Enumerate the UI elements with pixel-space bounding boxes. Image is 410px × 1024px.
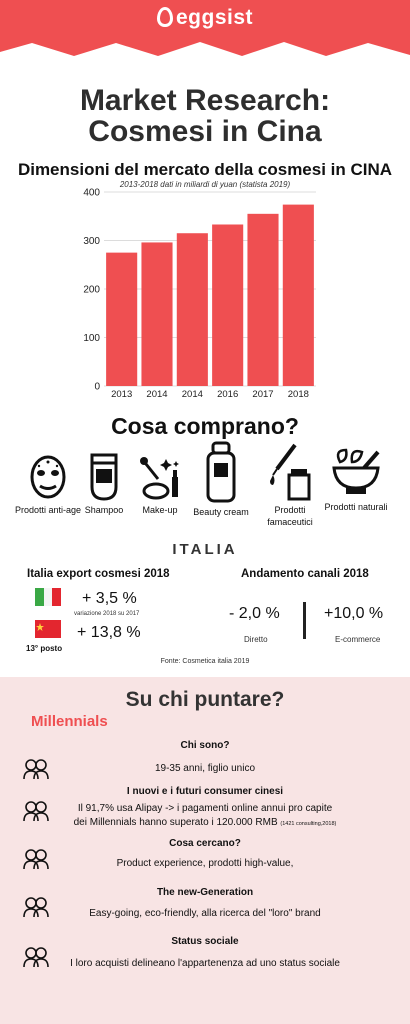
couple-person-icon bbox=[23, 759, 49, 780]
buy-item-label: Prodotti famaceutici bbox=[267, 505, 313, 527]
question-new-generation: The new-Generation bbox=[156, 887, 254, 898]
question-status-sociale: Status sociale bbox=[171, 936, 239, 947]
answer-alipay: Il 91,7% usa Alipay -> i pagamenti onlin… bbox=[0, 802, 410, 831]
bar bbox=[282, 204, 314, 386]
x-tick-label: 2014 bbox=[146, 389, 167, 400]
export-italy-value: + 3,5 % bbox=[82, 590, 137, 607]
answer-status-sociale: I loro acquisti delineano l'appartenenza… bbox=[70, 958, 340, 969]
x-tick-label: 2014 bbox=[182, 389, 203, 400]
answer-cosa-cercano: Product experience, prodotti high-value, bbox=[116, 858, 294, 869]
x-tick-label: 2016 bbox=[217, 389, 238, 400]
shampoo-tube-icon bbox=[90, 453, 118, 501]
answer-alipay-line-1: Il 91,7% usa Alipay -> i pagamenti onlin… bbox=[77, 803, 333, 814]
china-flag-icon bbox=[35, 620, 61, 638]
question-cosa-cercano: Cosa cercano? bbox=[169, 838, 241, 849]
brand-logo: eggsist bbox=[0, 6, 410, 30]
couple-person-icon bbox=[23, 897, 49, 918]
question-chi-sono: Chi sono? bbox=[180, 740, 230, 751]
header-banner: eggsist bbox=[0, 0, 410, 62]
channels-divider bbox=[303, 602, 306, 639]
market-size-bar-chart: 0 100 200 300 400 2013 2014 2014 2016 2017 2018 bbox=[83, 188, 316, 400]
x-tick-label: 2017 bbox=[252, 389, 273, 400]
channel-ecommerce-value: +10,0 % bbox=[324, 605, 384, 622]
buy-item-shampoo: Shampoo bbox=[69, 453, 139, 516]
buy-item-makeup: Make-up bbox=[125, 453, 195, 516]
channel-ecommerce-label: E-commerce bbox=[335, 635, 381, 644]
y-tick-label: 200 bbox=[83, 285, 100, 296]
brand-name: eggsist bbox=[175, 6, 254, 29]
bar bbox=[212, 224, 244, 386]
egg-logo-icon bbox=[156, 7, 173, 27]
x-tick-label: 2013 bbox=[111, 389, 132, 400]
chart-subtitle: 2013-2018 dati in miliardi di yuan (stat… bbox=[119, 180, 291, 189]
target-section bbox=[0, 677, 410, 1024]
buy-item-label: Make-up bbox=[142, 505, 178, 515]
buy-item-label: Beauty cream bbox=[193, 507, 249, 517]
channels-title: Andamento canali 2018 bbox=[241, 568, 369, 580]
answer-alipay-line-2: dei Millennials hanno superato i 120.000… bbox=[0, 816, 410, 831]
answer-alipay-text: dei Millennials hanno superato i 120.000… bbox=[73, 817, 278, 828]
y-tick-label: 400 bbox=[83, 188, 100, 199]
export-italy-note: variazione 2018 su 2017 bbox=[74, 611, 140, 617]
china-rank: 13° posto bbox=[26, 644, 63, 653]
italy-flag-icon bbox=[35, 588, 61, 606]
face-mask-icon bbox=[30, 455, 66, 499]
italia-heading: ITALIA bbox=[172, 541, 238, 558]
answer-chi-sono: 19-35 anni, figlio unico bbox=[154, 763, 256, 774]
title-line-2: Cosmesi in Cina bbox=[88, 115, 322, 148]
bar bbox=[247, 213, 279, 386]
buy-item-natural: Prodotti naturali bbox=[321, 446, 391, 513]
buy-item-anti-age: Prodotti anti-age bbox=[13, 453, 83, 516]
bar bbox=[141, 242, 173, 386]
answer-alipay-cite: (1421 consulting,2018) bbox=[280, 821, 337, 827]
x-tick-label: 2018 bbox=[288, 389, 309, 400]
bar bbox=[176, 233, 208, 386]
channel-direct-value: - 2,0 % bbox=[229, 605, 280, 622]
buy-item-beauty-cream: Beauty cream bbox=[186, 441, 256, 518]
buy-item-label: Shampoo bbox=[84, 505, 124, 515]
source-note: Fonte: Cosmetica italia 2019 bbox=[160, 658, 250, 665]
chart-title: Dimensioni del mercato della cosmesi in … bbox=[17, 160, 393, 179]
mortar-icon bbox=[332, 448, 380, 494]
channel-direct-label: Diretto bbox=[244, 635, 268, 644]
buy-section-title: Cosa comprano? bbox=[111, 413, 299, 439]
couple-person-icon bbox=[23, 947, 49, 968]
buy-item-label: Prodotti anti-age bbox=[14, 505, 82, 515]
title-line-1: Market Research: bbox=[79, 84, 331, 117]
segment-label: Millennials bbox=[31, 713, 108, 730]
y-tick-label: 100 bbox=[83, 333, 100, 344]
export-title: Italia export cosmesi 2018 bbox=[27, 568, 170, 580]
answer-new-generation: Easy-going, eco-friendly, alla ricerca d… bbox=[89, 908, 321, 919]
zigzag-banner bbox=[0, 0, 410, 56]
question-consumer: I nuovi e i futuri consumer cinesi bbox=[126, 786, 284, 797]
buy-item-pharma: Prodotti famaceutici bbox=[255, 441, 325, 528]
bar bbox=[106, 252, 138, 386]
buy-item-label: Prodotti naturali bbox=[324, 502, 388, 512]
page-title: Market Research: Cosmesi in Cina bbox=[0, 85, 410, 147]
target-title: Su chi puntare? bbox=[125, 688, 285, 711]
makeup-icon bbox=[140, 457, 179, 500]
export-china-value: + 13,8 % bbox=[77, 624, 141, 641]
cream-bottle-icon bbox=[206, 441, 236, 503]
y-tick-label: 300 bbox=[83, 236, 100, 247]
couple-person-icon bbox=[23, 849, 49, 870]
dropper-icon bbox=[270, 443, 311, 501]
y-tick-label: 0 bbox=[94, 382, 100, 393]
couple-person-icon bbox=[23, 801, 49, 822]
